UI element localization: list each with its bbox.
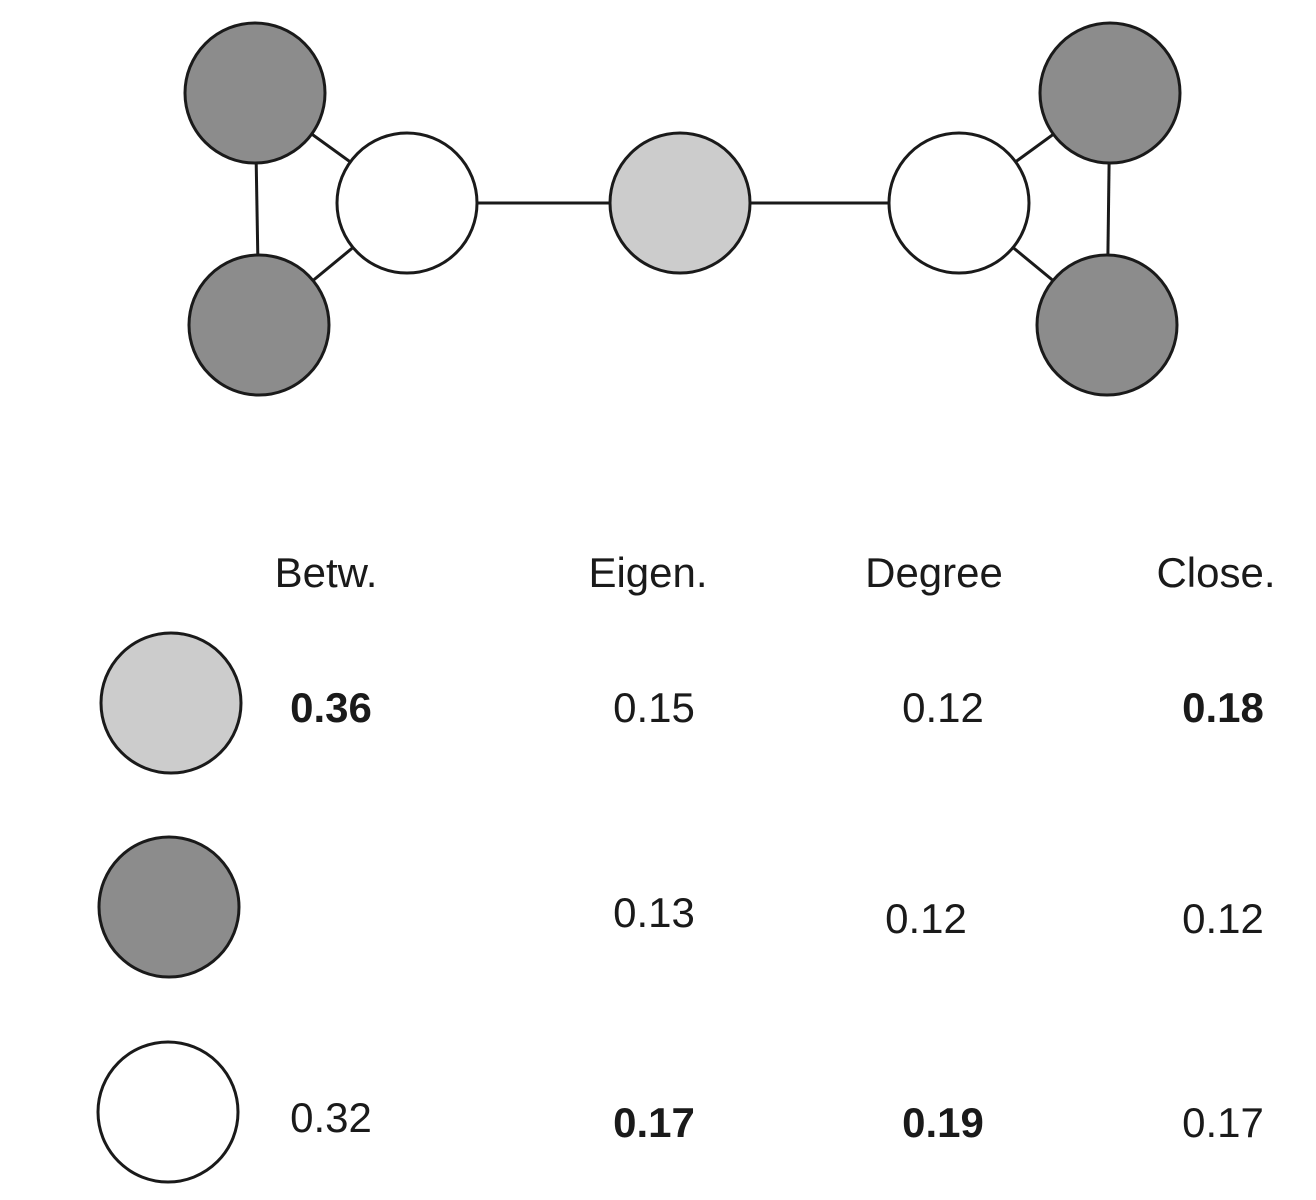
row3-closeness: 0.17: [1182, 1099, 1264, 1146]
header-closeness: Close.: [1156, 549, 1276, 596]
node-left-top: [183, 21, 327, 165]
legend-node-row1: [99, 631, 243, 775]
node-left-bottom: [187, 253, 331, 397]
legend-node-row2: [97, 835, 241, 979]
header-degree: Degree: [865, 549, 1003, 596]
node-right-top: [1038, 21, 1182, 165]
nodes: [183, 21, 1182, 397]
node-left-hub: [335, 131, 479, 275]
row3-eigenvector: 0.17: [613, 1099, 695, 1146]
row1-eigenvector: 0.15: [613, 684, 695, 731]
row2-closeness: 0.12: [1182, 895, 1264, 942]
row1-closeness: 0.18: [1182, 684, 1264, 731]
node-center: [608, 131, 752, 275]
header-betweenness: Betw.: [274, 549, 378, 596]
row1-degree: 0.12: [902, 684, 984, 731]
row2-degree: 0.12: [885, 895, 967, 942]
node-right-bottom: [1035, 253, 1179, 397]
row1-betweenness: 0.36: [290, 684, 372, 731]
row3-betweenness: 0.32: [290, 1094, 372, 1141]
legend-node-row3: [96, 1040, 240, 1184]
header-eigenvector: Eigen.: [588, 549, 708, 596]
legend-nodes: [96, 631, 243, 1184]
row2-eigenvector: 0.13: [613, 889, 695, 936]
node-right-hub: [887, 131, 1031, 275]
row3-degree: 0.19: [902, 1099, 984, 1146]
